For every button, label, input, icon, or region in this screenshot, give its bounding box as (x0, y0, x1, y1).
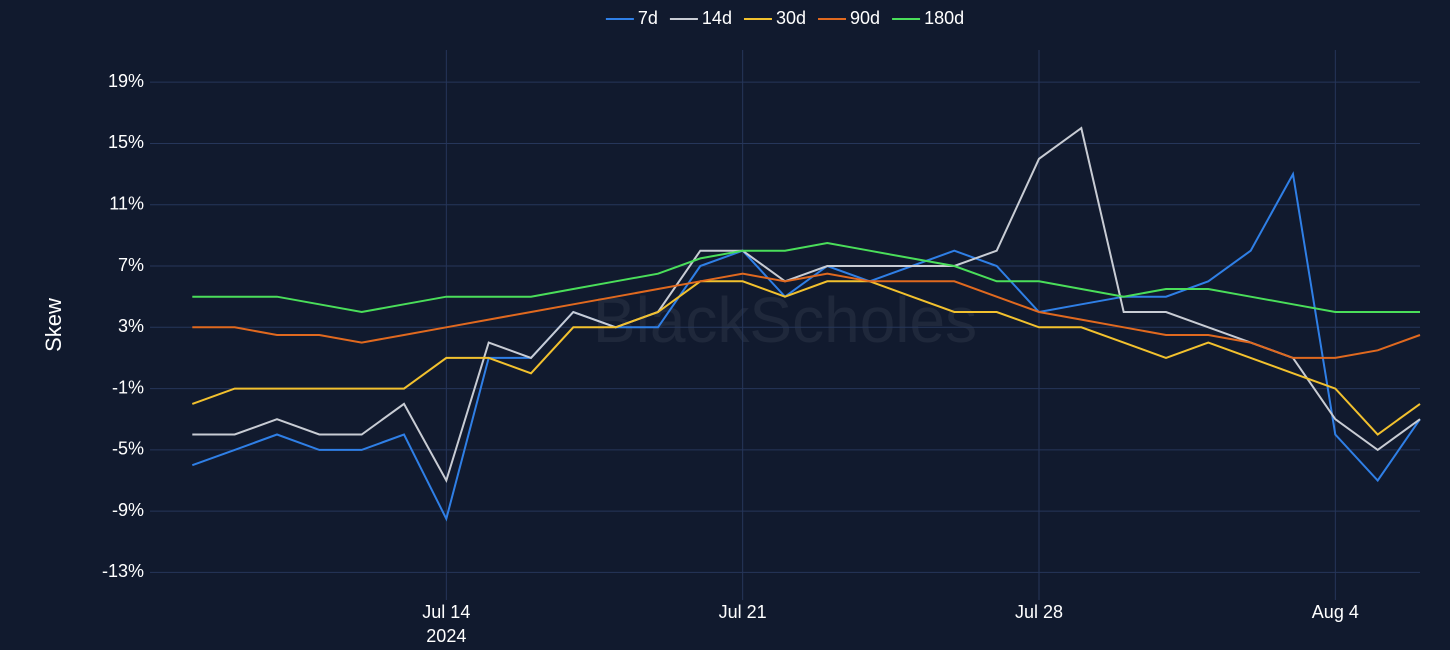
y-axis-title: Skew (41, 298, 66, 352)
y-tick-label: -9% (112, 500, 144, 520)
legend-label: 14d (702, 8, 732, 28)
watermark: BlackScholes (593, 284, 977, 356)
y-tick-label: 19% (108, 71, 144, 91)
legend-label: 180d (924, 8, 964, 28)
y-tick-label: 11% (109, 193, 144, 213)
y-tick-label: 15% (108, 132, 144, 152)
y-tick-label: 7% (118, 255, 144, 275)
y-tick-label: -13% (102, 561, 144, 581)
series-line (192, 272, 1421, 359)
x-tick-label: Jul 21 (719, 602, 767, 622)
series-line (192, 241, 1420, 314)
legend: 7d 14d 30d 90d 180d (605, 8, 964, 28)
y-tick-label: -5% (112, 439, 144, 459)
x-tick-label: Jul 28 (1015, 602, 1063, 622)
y-tick-label: -1% (112, 377, 144, 397)
x-tick-label: Aug 4 (1312, 602, 1359, 622)
legend-label: 30d (776, 8, 806, 28)
series-line (191, 280, 1421, 436)
series-line (192, 126, 1421, 484)
x-tick-label: Jul 14 2024 (422, 602, 470, 646)
legend-label: 7d (638, 8, 658, 28)
series-line (191, 171, 1421, 522)
y-tick-label: 3% (118, 316, 144, 336)
legend-label: 90d (850, 8, 880, 28)
